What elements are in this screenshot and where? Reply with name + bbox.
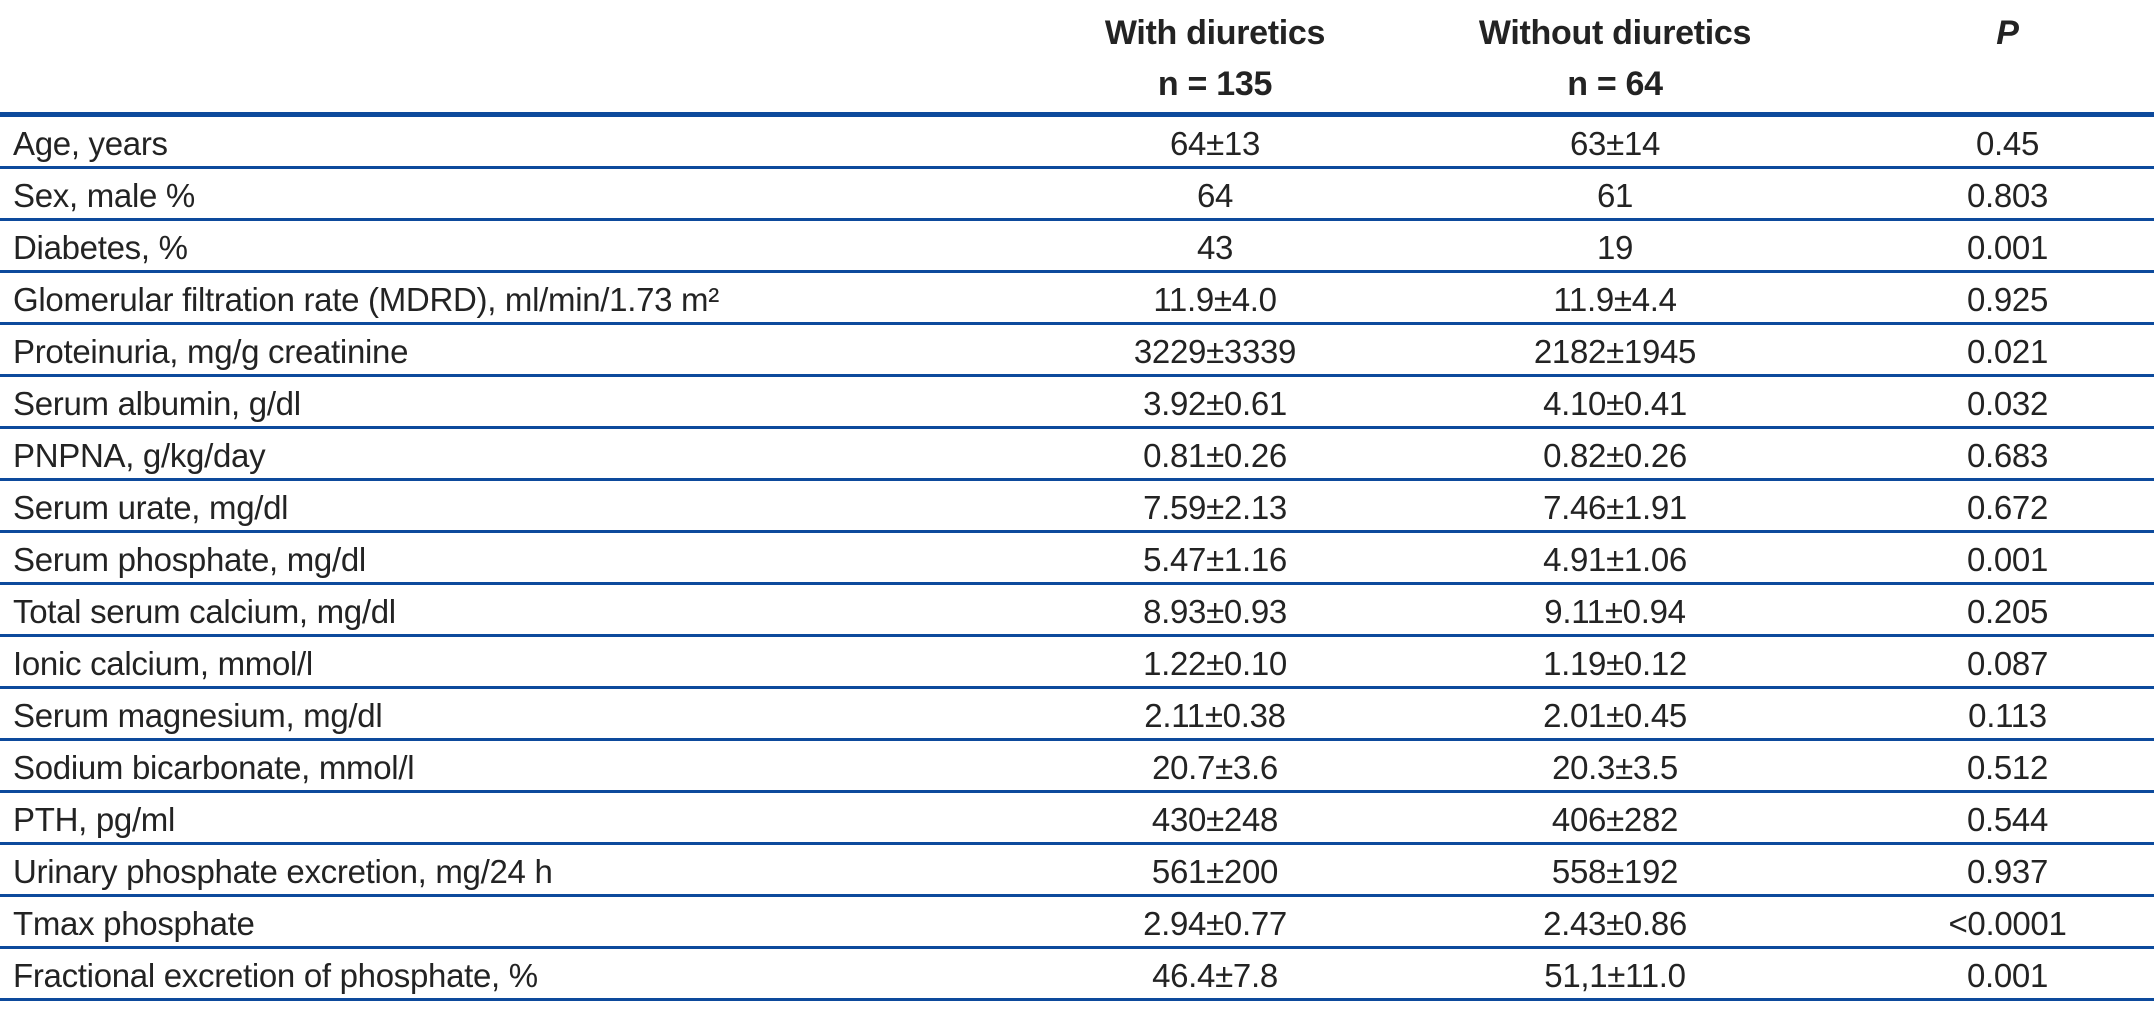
with-diuretics-value: 64±13	[1169, 124, 1261, 162]
header-with-diuretics: With diuretics n = 135	[1005, 2, 1425, 112]
table-row: Sodium bicarbonate, mmol/l 20.7±3.6 20.3±3…	[0, 741, 2154, 793]
p-value: 0.087	[1966, 644, 2049, 682]
p-value: 0.001	[1966, 540, 2049, 578]
without-diuretics-value: 0.82±0.26	[1543, 436, 1687, 474]
p-value: 0.113	[1968, 696, 2047, 734]
row-label: Sodium bicarbonate, mmol/l	[13, 748, 415, 786]
p-value: 0.683	[1966, 436, 2049, 474]
p-value: 0.544	[1966, 800, 2049, 838]
with-diuretics-value: 430±248	[1151, 800, 1279, 838]
row-label: Glomerular filtration rate (MDRD), ml/mi…	[13, 280, 719, 318]
with-diuretics-value: 46.4±7.8	[1152, 956, 1278, 994]
with-diuretics-value: 8.93±0.93	[1143, 592, 1287, 630]
with-diuretics-value: 2.94±0.77	[1143, 904, 1287, 942]
table-row: Proteinuria, mg/g creatinine 3229±3339 218…	[0, 325, 2154, 377]
row-label: Diabetes, %	[13, 228, 188, 266]
without-diuretics-value: 4.91±1.06	[1543, 540, 1687, 578]
table-row: Serum urate, mg/dl 7.59±2.13 7.46±1.91 0.67…	[0, 481, 2154, 533]
with-diuretics-value: 5.47±1.16	[1143, 540, 1287, 578]
with-diuretics-value: 0.81±0.26	[1143, 436, 1287, 474]
without-diuretics-value: 2.43±0.86	[1543, 904, 1687, 942]
without-diuretics-value: 558±192	[1551, 852, 1679, 890]
row-label: Fractional excretion of phosphate, %	[13, 956, 538, 994]
row-label: Ionic calcium, mmol/l	[13, 644, 313, 682]
without-diuretics-value: 61	[1596, 176, 1634, 214]
header-spacer-cell	[0, 2, 1005, 112]
table-row: Serum albumin, g/dl 3.92±0.61 4.10±0.41 0.0…	[0, 377, 2154, 429]
table-row: Age, years 64±13 63±14 0.45	[0, 117, 2154, 169]
with-diuretics-value: 11.9±4.0	[1153, 280, 1277, 318]
p-value: <0.0001	[1948, 904, 2067, 942]
header-p-title: P	[1996, 14, 2019, 52]
table-row: Sex, male % 64 61 0.803	[0, 169, 2154, 221]
table-header-row: With diuretics n = 135 Without diuretics…	[0, 2, 2154, 117]
without-diuretics-value: 4.10±0.41	[1543, 384, 1687, 422]
row-label: PTH, pg/ml	[13, 800, 176, 838]
table-row: Serum phosphate, mg/dl 5.47±1.16 4.91±1.06…	[0, 533, 2154, 585]
row-label: Sex, male %	[13, 176, 195, 214]
row-label: Serum phosphate, mg/dl	[13, 540, 366, 578]
with-diuretics-value: 3229±3339	[1133, 332, 1297, 370]
p-value: 0.937	[1966, 852, 2049, 890]
with-diuretics-value: 561±200	[1151, 852, 1279, 890]
with-diuretics-value: 7.59±2.13	[1143, 488, 1287, 526]
header-without-diuretics-title: Without diuretics	[1478, 14, 1752, 52]
table-row: Tmax phosphate 2.94±0.77 2.43±0.86 <0.0001	[0, 897, 2154, 949]
header-with-diuretics-title: With diuretics	[1104, 14, 1326, 52]
table-row: Total serum calcium, mg/dl 8.93±0.93 9.11±…	[0, 585, 2154, 637]
p-value: 0.672	[1966, 488, 2049, 526]
table-row: Serum magnesium, mg/dl 2.11±0.38 2.01±0.45…	[0, 689, 2154, 741]
without-diuretics-value: 406±282	[1551, 800, 1679, 838]
row-label: Serum albumin, g/dl	[13, 384, 301, 422]
with-diuretics-value: 64	[1196, 176, 1234, 214]
table-row: Fractional excretion of phosphate, % 46.4…	[0, 949, 2154, 1001]
row-label: Total serum calcium, mg/dl	[13, 592, 396, 630]
without-diuretics-value: 2.01±0.45	[1543, 696, 1687, 734]
with-diuretics-value: 2.11±0.38	[1144, 696, 1286, 734]
row-label: PNPNA, g/kg/day	[13, 436, 266, 474]
row-label: Serum urate, mg/dl	[13, 488, 289, 526]
with-diuretics-value: 1.22±0.10	[1143, 644, 1287, 682]
table-row: Diabetes, % 43 19 0.001	[0, 221, 2154, 273]
table-row: Glomerular filtration rate (MDRD), ml/mi…	[0, 273, 2154, 325]
without-diuretics-value: 9.11±0.94	[1544, 592, 1686, 630]
table-row: Urinary phosphate excretion, mg/24 h 561±…	[0, 845, 2154, 897]
p-value: 0.803	[1966, 176, 2049, 214]
row-label: Urinary phosphate excretion, mg/24 h	[13, 852, 553, 890]
header-without-diuretics: Without diuretics n = 64	[1425, 2, 1805, 112]
with-diuretics-value: 43	[1196, 228, 1234, 266]
p-value: 0.001	[1966, 228, 2049, 266]
table-row: PTH, pg/ml 430±248 406±282 0.544	[0, 793, 2154, 845]
without-diuretics-value: 1.19±0.12	[1543, 644, 1687, 682]
p-value: 0.021	[1966, 332, 2049, 370]
without-diuretics-value: 63±14	[1569, 124, 1661, 162]
row-label: Serum magnesium, mg/dl	[13, 696, 383, 734]
without-diuretics-value: 19	[1596, 228, 1634, 266]
p-value: 0.032	[1966, 384, 2049, 422]
row-label: Tmax phosphate	[13, 904, 255, 942]
row-label: Age, years	[13, 124, 168, 162]
table-row: PNPNA, g/kg/day 0.81±0.26 0.82±0.26 0.683	[0, 429, 2154, 481]
header-without-diuretics-n: n = 64	[1567, 65, 1663, 103]
without-diuretics-value: 7.46±1.91	[1543, 488, 1687, 526]
header-with-diuretics-n: n = 135	[1157, 65, 1273, 103]
without-diuretics-value: 11.9±4.4	[1553, 280, 1677, 318]
p-value: 0.512	[1966, 748, 2049, 786]
p-value: 0.001	[1966, 956, 2049, 994]
header-p-column: P	[1805, 2, 2154, 112]
with-diuretics-value: 20.7±3.6	[1152, 748, 1278, 786]
row-label: Proteinuria, mg/g creatinine	[13, 332, 409, 370]
p-value: 0.205	[1966, 592, 2049, 630]
table-body: Age, years 64±13 63±14 0.45 Sex, male % 64 61 0…	[0, 117, 2154, 1001]
table-row: Ionic calcium, mmol/l 1.22±0.10 1.19±0.12 0…	[0, 637, 2154, 689]
without-diuretics-value: 20.3±3.5	[1552, 748, 1678, 786]
p-value: 0.925	[1966, 280, 2049, 318]
p-value: 0.45	[1975, 124, 2040, 162]
without-diuretics-value: 51,1±11.0	[1544, 956, 1686, 994]
with-diuretics-value: 3.92±0.61	[1143, 384, 1287, 422]
without-diuretics-value: 2182±1945	[1533, 332, 1697, 370]
